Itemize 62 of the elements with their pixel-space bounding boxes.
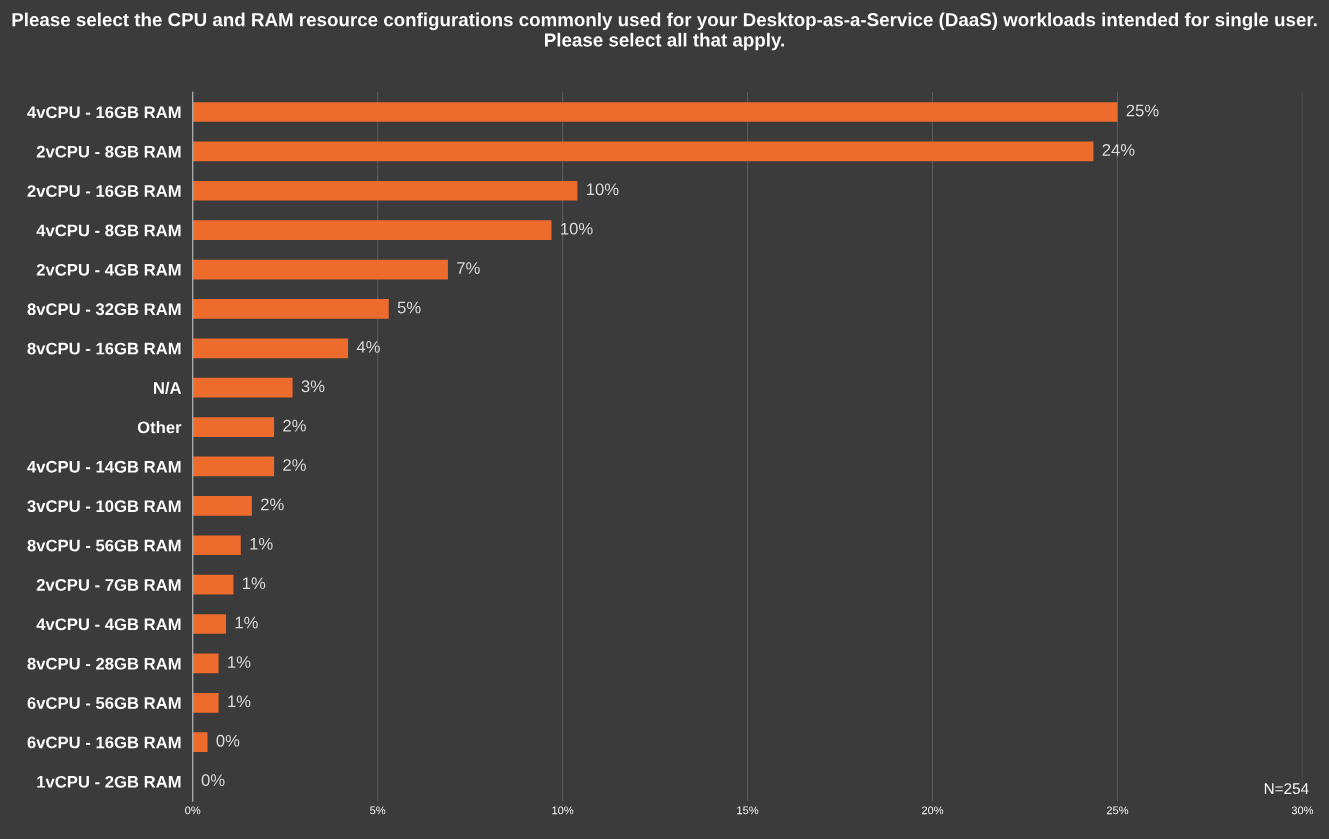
data-label: 2% (283, 419, 306, 432)
y-tick-label: 4vCPU - 4GB RAM (36, 618, 181, 631)
bar (192, 180, 578, 201)
data-label: 7% (457, 262, 480, 274)
bar (192, 417, 275, 437)
y-tick-label: 3vCPU - 10GB RAM (27, 500, 181, 513)
y-tick-label: 2vCPU - 7GB RAM (36, 579, 181, 591)
y-tick-label: 6vCPU - 56GB RAM (27, 697, 181, 709)
data-label: 0% (201, 774, 225, 787)
bar (192, 102, 1118, 122)
bar (192, 456, 275, 477)
bar (192, 377, 293, 398)
x-tick-label: 10% (552, 806, 574, 815)
y-tick-label: 8vCPU - 56GB RAM (27, 539, 181, 552)
data-label: 1% (235, 616, 258, 629)
annotation: N=254 (1264, 783, 1309, 795)
x-tick-label: 25% (1106, 806, 1129, 815)
y-tick-label: 2vCPU - 4GB RAM (36, 263, 181, 276)
x-tick-label: 15% (737, 806, 759, 815)
bar (192, 653, 219, 674)
data-label: 4% (356, 341, 380, 353)
bar (192, 299, 389, 319)
data-label: 0% (216, 734, 240, 747)
y-tick-label: 4vCPU - 16GB RAM (27, 106, 181, 119)
bar (192, 535, 241, 556)
y-tick-label: 4vCPU - 14GB RAM (27, 460, 181, 473)
bar (192, 574, 234, 595)
y-tick-label: 2vCPU - 16GB RAM (27, 185, 181, 197)
y-tick-label: 1vCPU - 2GB RAM (37, 775, 181, 788)
data-label: 5% (397, 301, 421, 314)
data-label: 1% (250, 537, 273, 550)
bar (192, 220, 552, 240)
data-label: 1% (228, 656, 251, 668)
y-tick-label: 2vCPU - 8GB RAM (36, 145, 181, 158)
y-tick-label: 4vCPU - 8GB RAM (36, 224, 181, 237)
bar (192, 338, 349, 359)
bar (192, 614, 226, 634)
x-tick-label: 30% (1291, 806, 1314, 815)
bar (192, 496, 252, 516)
y-tick-label: N/A (154, 381, 182, 395)
data-label: 2% (283, 459, 306, 471)
data-label: 1% (228, 695, 251, 708)
data-label: 2% (261, 498, 284, 511)
bar (192, 259, 448, 280)
bar (192, 141, 1094, 162)
data-label: 25% (1126, 104, 1159, 117)
data-label: 10% (587, 183, 619, 196)
y-tick-label: 6vCPU - 16GB RAM (27, 736, 181, 749)
data-label: 1% (243, 577, 266, 590)
y-tick-label: 8vCPU - 32GB RAM (27, 303, 181, 316)
data-label: 24% (1102, 144, 1135, 156)
x-tick-label: 0% (185, 806, 201, 815)
x-tick-label: 5% (370, 806, 386, 815)
y-tick-label: 8vCPU - 16GB RAM (27, 342, 181, 355)
y-tick-label: Other (137, 421, 182, 434)
bar (192, 732, 208, 753)
chart-title: Please select the CPU and RAM resource configurations commonly used for your Desktop-as-a-Service (DaaS) workloads intended for single user. Please select all that apply. (12, 12, 1317, 51)
data-label: 3% (301, 380, 325, 393)
y-tick-label: 8vCPU - 28GB RAM (27, 657, 181, 670)
bar (192, 692, 219, 713)
x-tick-label: 20% (921, 806, 944, 815)
data-label: 10% (561, 222, 593, 235)
